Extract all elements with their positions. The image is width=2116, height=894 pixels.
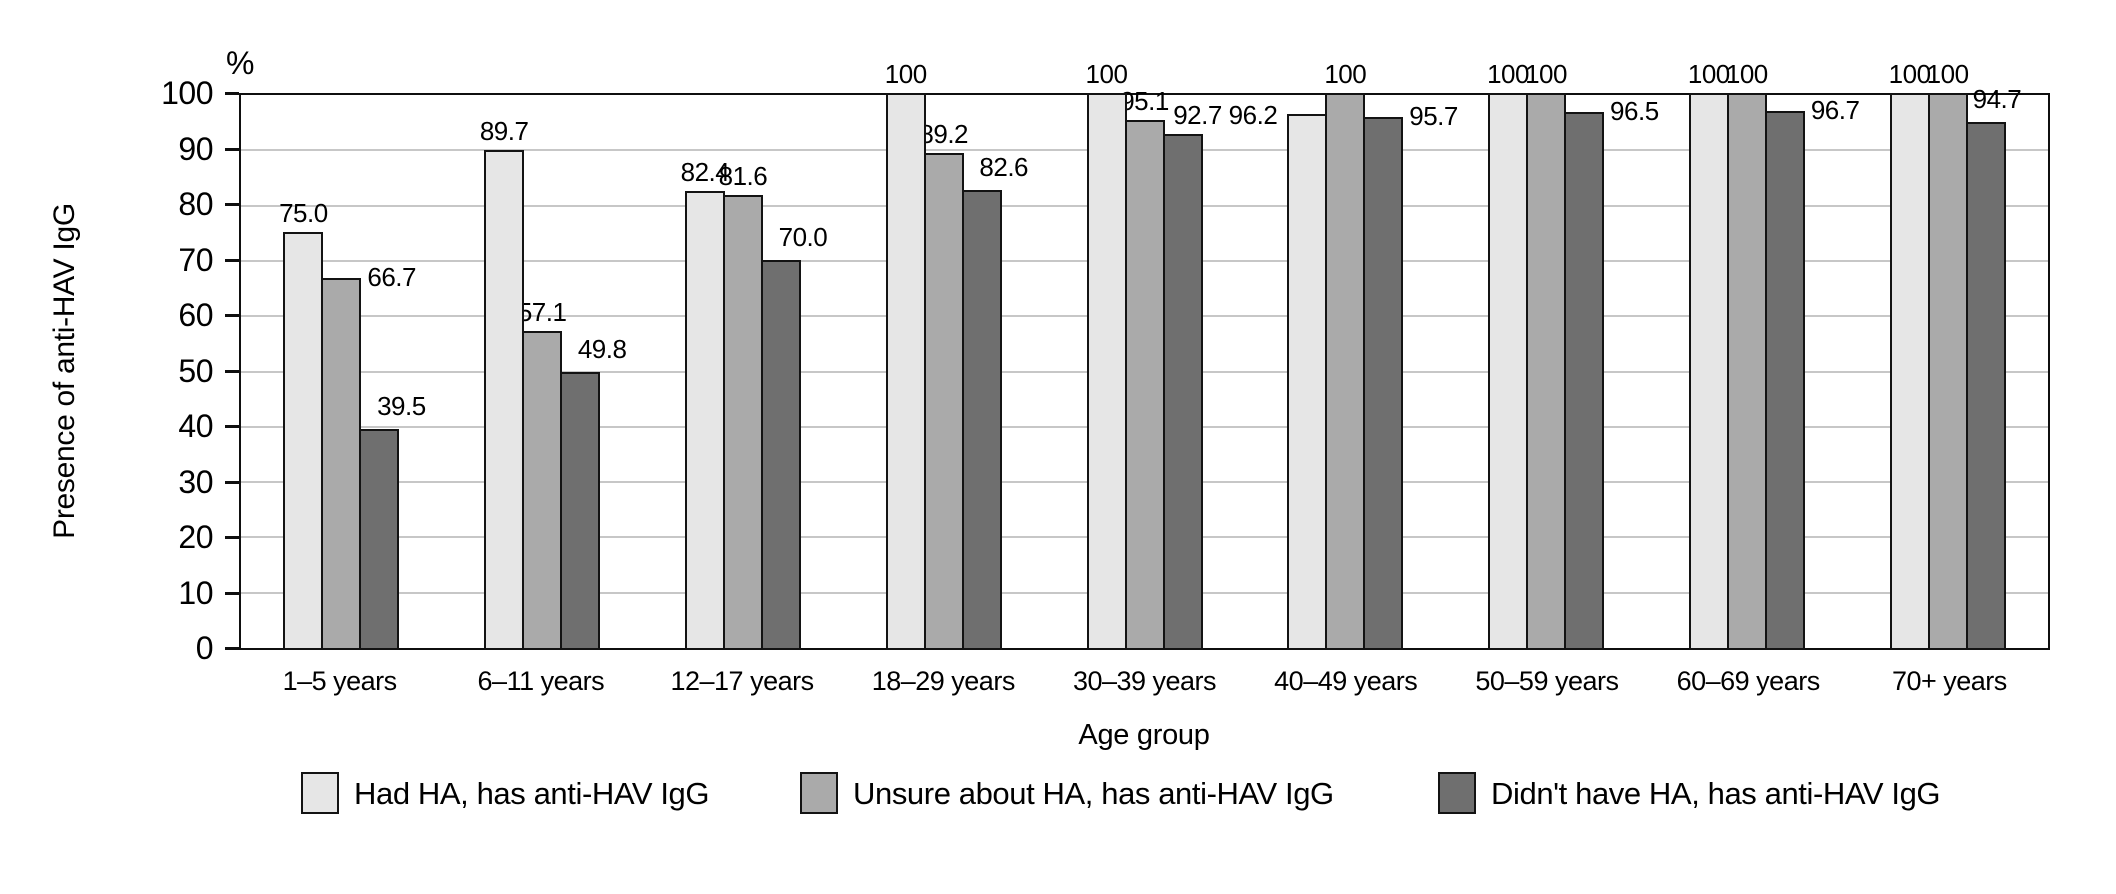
bar-value-label: 96.5 xyxy=(1610,96,1659,127)
bar-had-ha-1-5-years xyxy=(283,231,324,650)
y-axis-unit-label: % xyxy=(226,45,255,81)
bar-value-label: 100 xyxy=(884,59,927,89)
x-axis-category-label: 60–69 years xyxy=(1676,666,1821,696)
bar-value-label: 70.0 xyxy=(778,221,828,252)
bar-had-ha-70+-years xyxy=(1889,93,1930,650)
y-axis-title: Presence of anti-HAV IgG xyxy=(48,203,81,539)
legend-label: Had HA, has anti-HAV IgG xyxy=(354,775,710,811)
bar-value-label: 49.8 xyxy=(577,333,627,364)
bar-value-label: 100 xyxy=(1888,59,1931,89)
bar-didn-t-have-ha-18-29-years xyxy=(961,189,1002,650)
legend-item: Unsure about HA, has anti-HAV IgG xyxy=(800,770,1334,816)
bar-value-label: 100 xyxy=(1324,59,1367,89)
y-axis-tick-label: 60 xyxy=(178,297,213,333)
bar-unsure-about-ha-30-39-years xyxy=(1124,120,1165,650)
bar-didn-t-have-ha-6-11-years xyxy=(560,371,601,650)
x-axis-category-label: 12–17 years xyxy=(670,666,814,696)
legend-swatch xyxy=(1438,772,1476,814)
x-axis-category-label: 18–29 years xyxy=(871,666,1016,696)
bar-didn-t-have-ha-30-39-years xyxy=(1162,133,1203,650)
y-axis-tick xyxy=(225,536,239,539)
bar-value-label: 96.2 xyxy=(1228,100,1278,131)
x-axis-title: Age group xyxy=(1078,719,1210,751)
bar-didn-t-have-ha-1-5-years xyxy=(359,428,400,650)
bar-value-label: 100 xyxy=(1085,59,1128,89)
legend-label: Unsure about HA, has anti-HAV IgG xyxy=(853,775,1334,811)
bar-unsure-about-ha-60-69-years xyxy=(1726,93,1767,650)
y-axis-tick-label: 50 xyxy=(178,352,213,389)
bar-value-label: 95.7 xyxy=(1409,100,1458,131)
bar-value-label: 66.7 xyxy=(367,261,416,292)
bar-had-ha-12-17-years xyxy=(684,190,725,650)
bar-unsure-about-ha-70+-years xyxy=(1927,93,1968,650)
bar-value-label: 94.7 xyxy=(1972,84,2022,115)
y-axis-tick-label: 70 xyxy=(178,241,213,278)
bar-value-label: 82.6 xyxy=(979,151,1029,182)
bar-value-label: 96.7 xyxy=(1810,95,1860,126)
bar-value-label: 57.1 xyxy=(517,297,567,328)
legend-swatch xyxy=(301,772,339,814)
bar-value-label: 100 xyxy=(1725,59,1768,89)
bar-unsure-about-ha-18-29-years xyxy=(923,152,964,650)
bar-unsure-about-ha-12-17-years xyxy=(722,195,763,650)
bar-value-label: 39.5 xyxy=(377,390,426,421)
y-axis-tick-label: 0 xyxy=(195,630,214,666)
bar-unsure-about-ha-6-11-years xyxy=(522,331,563,650)
legend-item: Didn't have HA, has anti-HAV IgG xyxy=(1438,770,1941,816)
y-axis-tick-label: 30 xyxy=(178,463,213,500)
y-axis-tick xyxy=(225,647,239,650)
y-axis-tick xyxy=(225,480,239,484)
y-axis-tick-label: 80 xyxy=(178,186,213,222)
bar-had-ha-30-39-years xyxy=(1086,93,1127,650)
bar-value-label: 100 xyxy=(1525,59,1567,89)
legend-item: Had HA, has anti-HAV IgG xyxy=(301,770,709,816)
bar-value-label: 92.7 xyxy=(1173,99,1222,130)
bar-had-ha-18-29-years xyxy=(885,93,926,650)
x-axis-category-label: 70+ years xyxy=(1891,666,2007,696)
y-axis-tick-label: 90 xyxy=(178,130,213,167)
bar-didn-t-have-ha-70+-years xyxy=(1965,122,2006,650)
y-axis-tick-label: 100 xyxy=(161,75,213,111)
bar-didn-t-have-ha-12-17-years xyxy=(760,259,801,650)
x-axis-category-label: 6–11 years xyxy=(477,666,605,696)
bar-value-label: 100 xyxy=(1487,59,1529,89)
bar-value-label: 100 xyxy=(1687,59,1730,89)
bar-value-label: 82.4 xyxy=(680,156,730,187)
bar-had-ha-40-49-years xyxy=(1287,114,1328,650)
y-axis-tick xyxy=(225,591,239,595)
bar-value-label: 89.2 xyxy=(919,118,969,149)
bar-didn-t-have-ha-40-49-years xyxy=(1363,116,1404,650)
legend-label: Didn't have HA, has anti-HAV IgG xyxy=(1491,775,1941,811)
y-axis-tick xyxy=(225,147,239,151)
bar-value-label: 81.6 xyxy=(718,161,768,192)
plot-area xyxy=(239,93,2050,650)
y-axis-tick xyxy=(225,92,239,95)
y-axis-tick xyxy=(225,369,239,373)
bar-didn-t-have-ha-60-69-years xyxy=(1764,111,1805,650)
bar-unsure-about-ha-50-59-years xyxy=(1526,93,1567,650)
y-axis-tick-label: 40 xyxy=(178,408,213,444)
bar-value-label: 89.7 xyxy=(479,116,529,147)
bar-didn-t-have-ha-50-59-years xyxy=(1564,112,1605,650)
x-axis-category-label: 50–59 years xyxy=(1475,666,1619,696)
bar-unsure-about-ha-40-49-years xyxy=(1325,93,1366,650)
y-axis-tick xyxy=(225,203,239,206)
bar-had-ha-6-11-years xyxy=(484,150,525,650)
bar-had-ha-50-59-years xyxy=(1488,93,1529,650)
y-axis-tick xyxy=(225,258,239,262)
y-axis-tick-label: 10 xyxy=(178,574,213,611)
bar-value-label: 95.1 xyxy=(1120,86,1169,117)
bar-had-ha-60-69-years xyxy=(1688,93,1729,650)
y-axis-tick xyxy=(225,314,239,317)
legend-swatch xyxy=(800,772,838,814)
y-axis-tick-label: 20 xyxy=(178,519,213,555)
x-axis-category-label: 1–5 years xyxy=(282,666,398,696)
x-axis-category-label: 40–49 years xyxy=(1274,666,1418,696)
y-axis-tick xyxy=(225,425,239,428)
x-axis-category-label: 30–39 years xyxy=(1072,666,1217,696)
bar-value-label: 75.0 xyxy=(279,197,328,228)
bar-value-label: 100 xyxy=(1926,59,1969,89)
bar-unsure-about-ha-1-5-years xyxy=(321,277,362,650)
